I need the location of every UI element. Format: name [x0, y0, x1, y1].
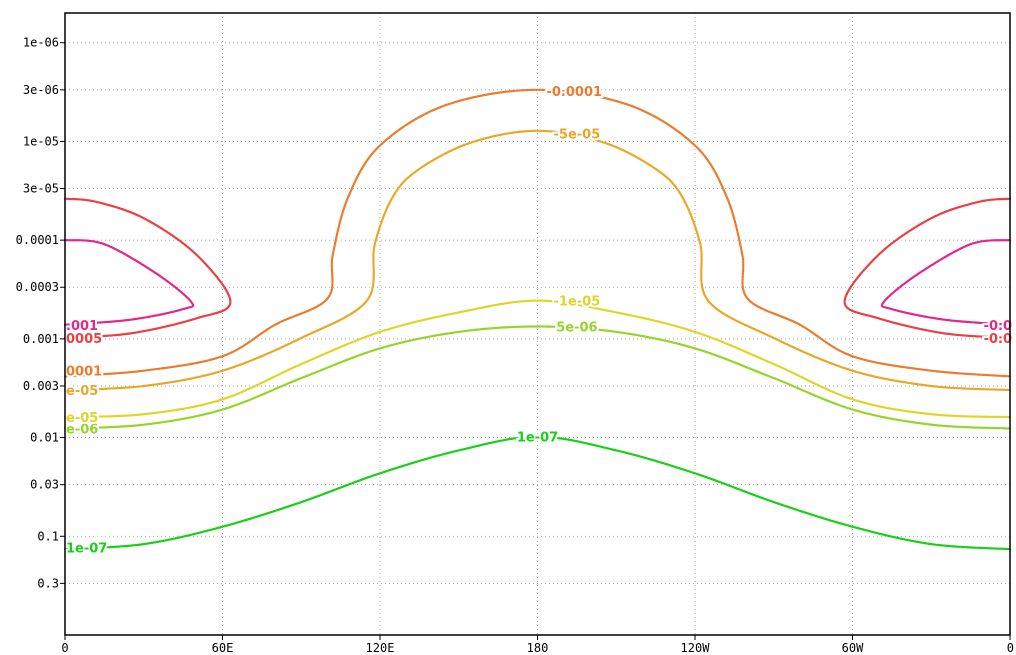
contour-label: 5e-06 [556, 321, 597, 336]
plot-area [65, 13, 1010, 635]
contour-label: e-05 [66, 384, 98, 399]
y-axis: 1e-06 3e-06 1e-05 3e-05 0.0001 0.0003 0.001 0.0… [16, 36, 65, 590]
x-tick-label: 60E [212, 641, 234, 655]
x-tick-label: 0 [61, 641, 68, 655]
x-tick-label: 60W [842, 641, 864, 655]
x-axis: 0 60E 120E 180 120W 60W 0 [61, 635, 1014, 655]
contour-line [843, 197, 1012, 340]
contour-line [63, 88, 1012, 378]
x-tick-label: 0 [1007, 641, 1014, 655]
contour-label: 0005 [66, 332, 102, 347]
contour-label: e-06 [66, 423, 98, 438]
y-tick-label: 0.3 [37, 576, 59, 590]
y-tick-label: 0.03 [30, 478, 59, 492]
contour-label: -0.0 [984, 332, 1012, 347]
contour-label: .001 [66, 319, 98, 334]
y-tick-label: 1e-06 [23, 36, 59, 50]
contour-label: -5e-05 [554, 127, 601, 142]
contour-labels: 1e-07 1e-07 e-06 5e-06 e-05 -1e-05 e-05 -5e-05 0… [64, 83, 1014, 558]
x-tick-label: 120E [366, 641, 395, 655]
contour-line [63, 239, 195, 326]
y-tick-label: 0.1 [37, 529, 59, 543]
contour-line [63, 129, 1012, 392]
contours [63, 88, 1012, 551]
contour-line [63, 197, 232, 340]
contour-label: e-05 [66, 411, 98, 426]
contour-line [63, 299, 1012, 419]
contour-label: -1e-05 [554, 295, 601, 310]
contour-label: -0.0 [984, 319, 1012, 334]
contour-line [63, 435, 1012, 551]
y-tick-label: 0.01 [30, 431, 59, 445]
y-tick-label: 0.003 [23, 379, 59, 393]
contour-line [63, 325, 1012, 430]
y-tick-label: 0.001 [23, 332, 59, 346]
y-tick-label: 3e-06 [23, 83, 59, 97]
contour-label: 0001 [66, 365, 102, 380]
x-tick-label: 180 [527, 641, 549, 655]
contour-label: 1e-07 [66, 542, 107, 557]
contour-label: -0.0001 [546, 85, 602, 100]
contour-label: 1e-07 [517, 431, 558, 446]
x-tick-label: 120W [681, 641, 711, 655]
y-tick-label: 3e-05 [23, 182, 59, 196]
y-tick-label: 0.0001 [16, 233, 59, 247]
y-tick-label: 1e-05 [23, 134, 59, 148]
y-tick-label: 0.0003 [16, 280, 59, 294]
contour-line [880, 239, 1012, 326]
